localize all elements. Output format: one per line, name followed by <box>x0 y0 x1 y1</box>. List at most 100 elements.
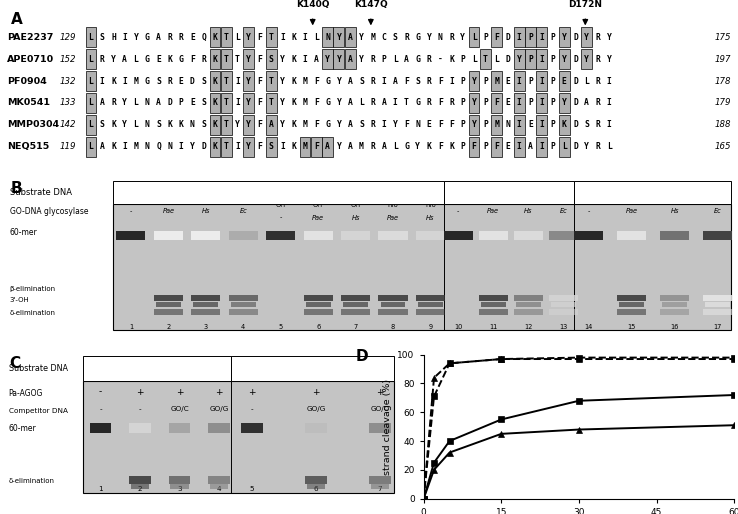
Bar <box>266 49 277 69</box>
Text: $^{F}$GO/G: $^{F}$GO/G <box>494 186 525 199</box>
Text: Ec: Ec <box>559 208 568 214</box>
Text: T: T <box>224 55 229 64</box>
Bar <box>244 137 254 157</box>
Bar <box>516 302 541 307</box>
Bar <box>307 484 325 489</box>
Bar <box>229 295 258 301</box>
Text: T: T <box>224 120 229 130</box>
Text: E: E <box>528 120 533 130</box>
Bar <box>113 180 444 204</box>
Text: P: P <box>528 33 533 42</box>
Text: A: A <box>393 77 398 86</box>
Text: I: I <box>235 99 240 107</box>
Text: Y: Y <box>325 55 330 64</box>
Text: 129: 129 <box>60 33 77 42</box>
Text: L: L <box>89 33 94 42</box>
Text: E: E <box>506 77 510 86</box>
Text: N: N <box>190 120 195 130</box>
Text: L: L <box>134 120 139 130</box>
Text: R: R <box>111 99 116 107</box>
Text: E: E <box>506 142 510 151</box>
Text: Y: Y <box>337 142 341 151</box>
Text: A: A <box>11 12 23 27</box>
Text: 60-mer: 60-mer <box>9 424 36 433</box>
Text: N: N <box>415 120 420 130</box>
Text: M: M <box>303 120 308 130</box>
Text: M: M <box>303 77 308 86</box>
Bar <box>129 476 151 484</box>
Text: nfo: nfo <box>387 202 399 208</box>
Text: Substrate DNA: Substrate DNA <box>9 364 68 373</box>
Text: Hs: Hs <box>524 208 533 214</box>
Bar <box>244 27 254 47</box>
Text: 6: 6 <box>314 486 318 492</box>
Text: L: L <box>472 33 477 42</box>
Text: K: K <box>292 99 296 107</box>
Text: +: + <box>248 388 256 397</box>
Text: K: K <box>168 55 172 64</box>
Bar <box>154 295 183 301</box>
Text: 3: 3 <box>204 323 208 329</box>
Bar <box>537 137 547 157</box>
Text: β-elimination: β-elimination <box>10 286 55 292</box>
Bar <box>341 295 370 301</box>
Text: P: P <box>382 55 387 64</box>
Text: APE0710: APE0710 <box>7 55 55 64</box>
Bar <box>221 71 232 91</box>
Text: G: G <box>145 77 150 86</box>
Text: P: P <box>483 77 488 86</box>
Text: N: N <box>145 142 150 151</box>
Text: R: R <box>596 120 601 130</box>
Text: T: T <box>269 33 274 42</box>
Text: I: I <box>280 142 285 151</box>
Text: Y: Y <box>190 142 195 151</box>
Bar <box>617 295 646 301</box>
Text: Y: Y <box>337 33 341 42</box>
Text: H: H <box>111 33 116 42</box>
Text: M: M <box>494 120 499 130</box>
Text: Y: Y <box>111 55 116 64</box>
Bar <box>266 231 295 240</box>
Text: 5: 5 <box>249 486 255 492</box>
Text: A: A <box>156 33 161 42</box>
Bar <box>86 115 97 135</box>
Text: D: D <box>506 33 510 42</box>
Text: 7: 7 <box>378 486 382 492</box>
Text: I: I <box>539 99 544 107</box>
Bar <box>514 309 543 316</box>
Text: G: G <box>325 120 330 130</box>
Bar <box>191 295 221 301</box>
Bar <box>193 302 218 307</box>
Text: 60-mer: 60-mer <box>10 228 38 237</box>
Text: R: R <box>370 77 375 86</box>
Text: $^{F}$GO/C: $^{F}$GO/C <box>263 186 293 199</box>
Text: P: P <box>528 77 533 86</box>
Text: M: M <box>303 99 308 107</box>
Text: Y: Y <box>123 120 127 130</box>
Text: K: K <box>213 77 218 86</box>
Text: A: A <box>382 99 387 107</box>
Text: G: G <box>145 55 150 64</box>
Text: Y: Y <box>246 55 251 64</box>
Text: K: K <box>562 120 567 130</box>
Bar <box>537 27 547 47</box>
Text: D: D <box>506 55 510 64</box>
Bar <box>303 231 333 240</box>
Text: M: M <box>494 77 499 86</box>
Text: Y: Y <box>134 33 139 42</box>
Bar <box>300 137 311 157</box>
Text: P: P <box>528 55 533 64</box>
Text: +: + <box>312 388 320 397</box>
Text: I: I <box>517 142 522 151</box>
Text: I: I <box>382 120 387 130</box>
Text: E: E <box>179 77 184 86</box>
Text: N: N <box>145 120 150 130</box>
Bar <box>492 137 502 157</box>
Text: 4: 4 <box>217 486 221 492</box>
Text: L: L <box>393 55 398 64</box>
Text: L: L <box>393 142 398 151</box>
Text: I: I <box>539 120 544 130</box>
Text: D: D <box>573 33 578 42</box>
Text: Y: Y <box>246 99 251 107</box>
Text: Y: Y <box>280 99 285 107</box>
